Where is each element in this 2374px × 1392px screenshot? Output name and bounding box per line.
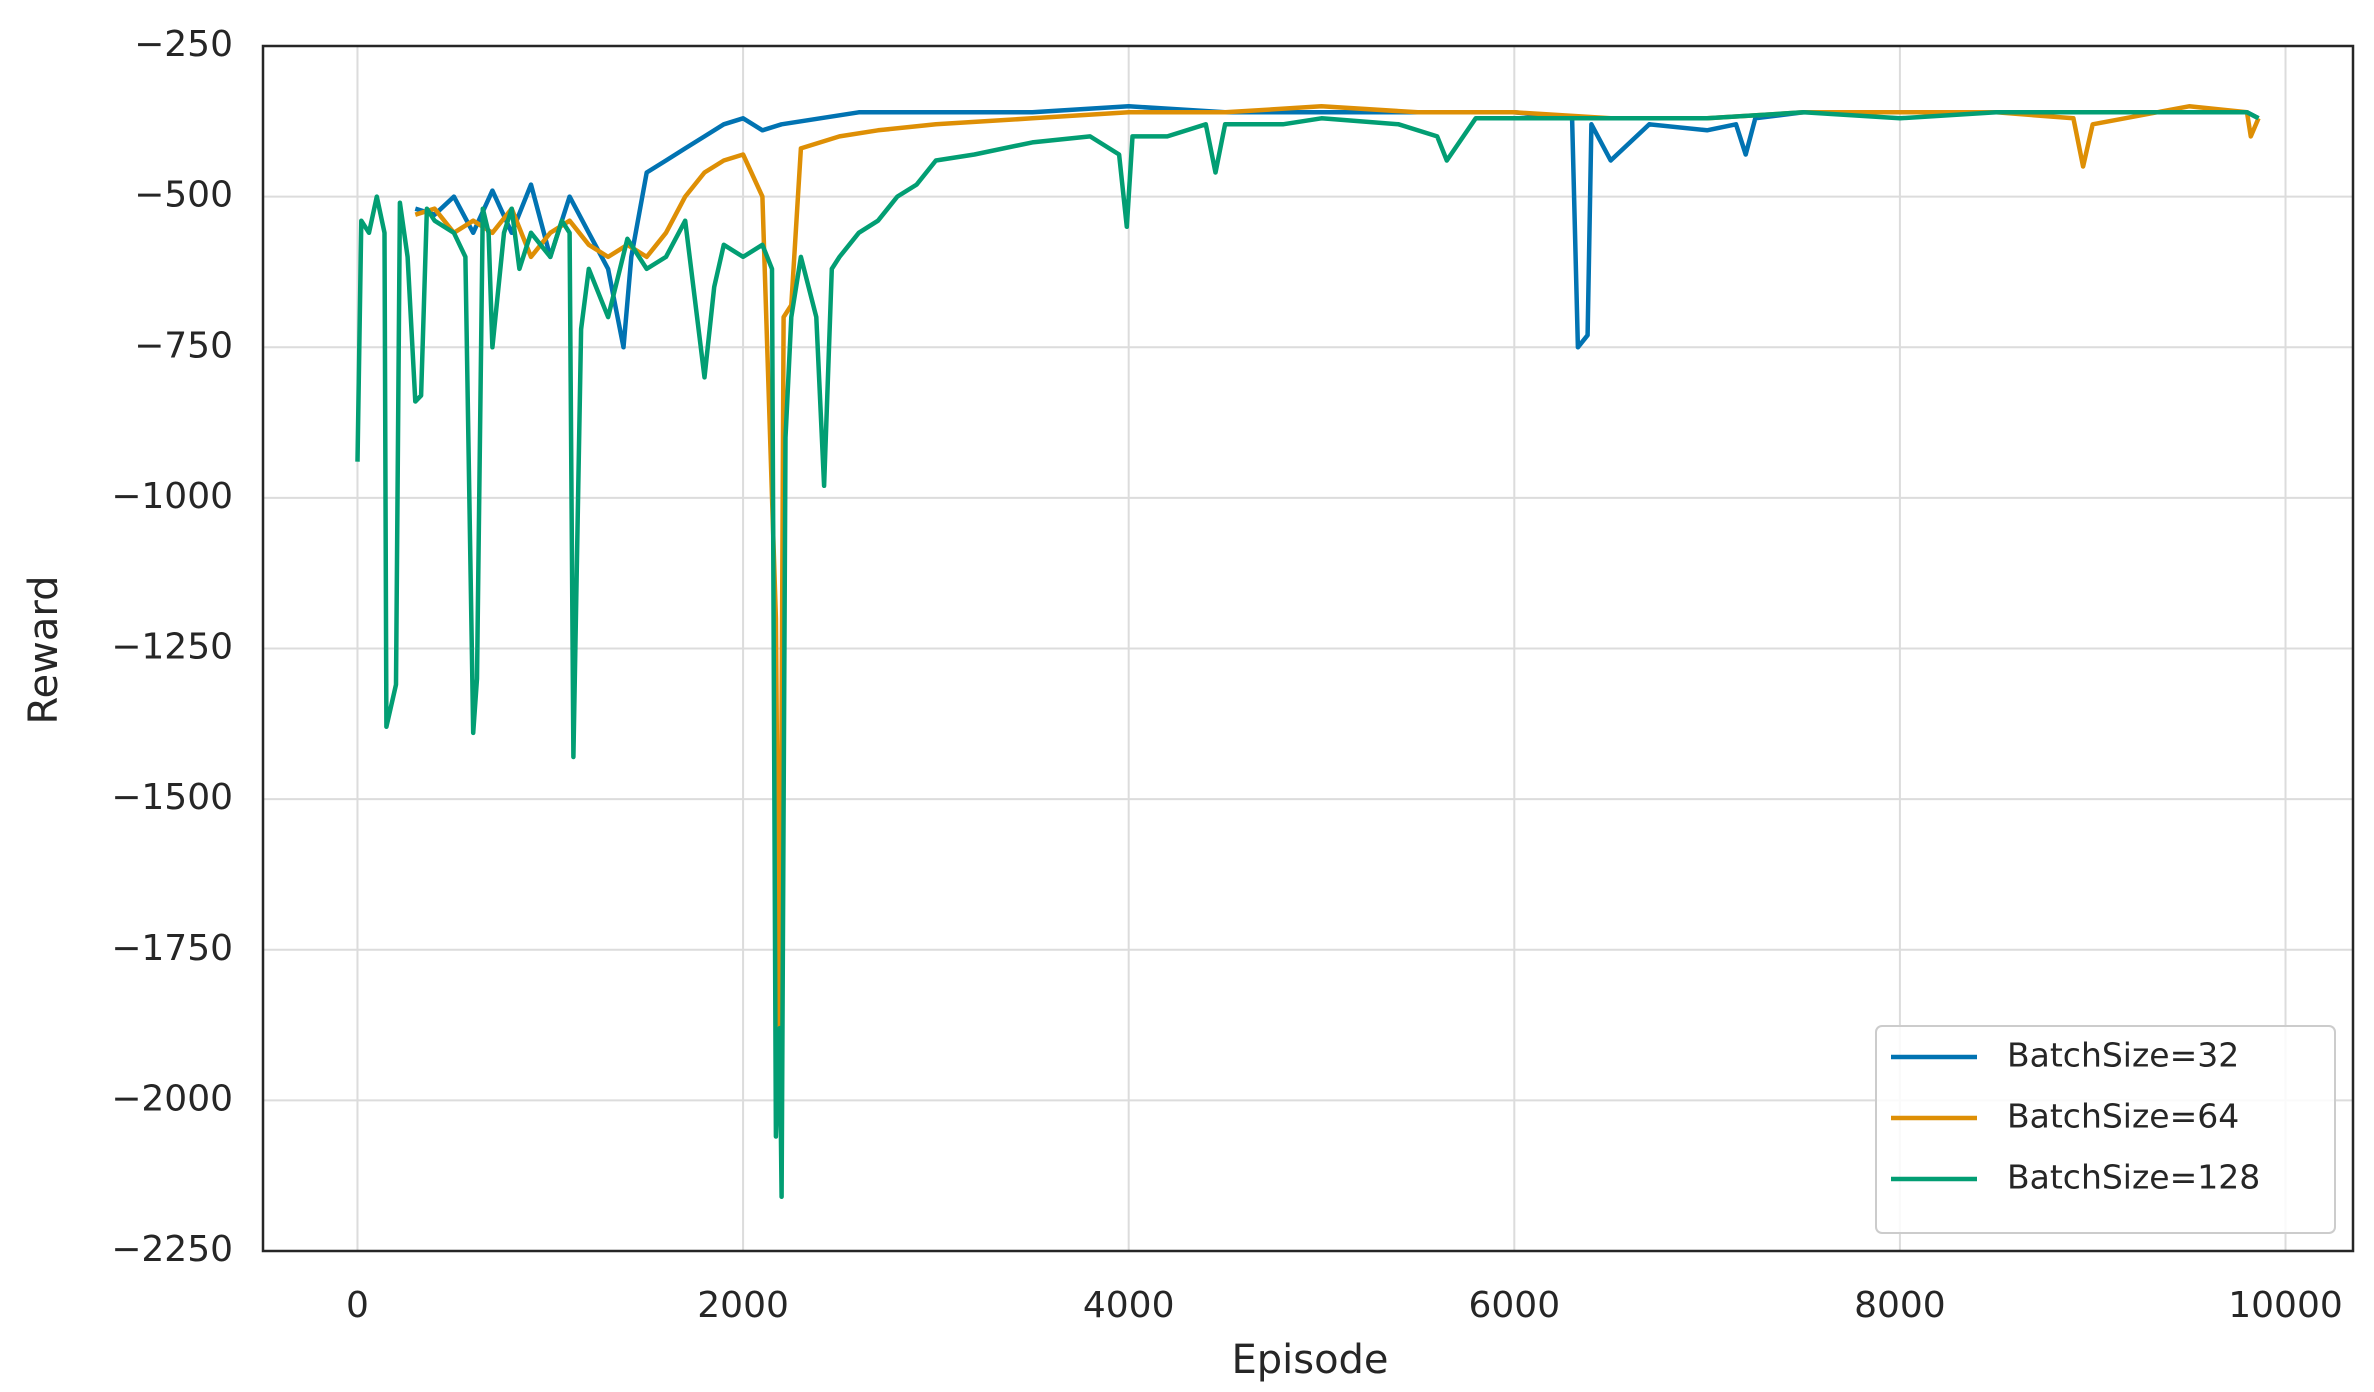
- x-tick-label: 10000: [2228, 1285, 2343, 1326]
- x-tick-label: 0: [346, 1285, 369, 1326]
- y-tick-label: −1250: [111, 627, 233, 668]
- y-axis-label: Reward: [21, 576, 67, 725]
- x-axis-label: Episode: [1231, 1337, 1388, 1383]
- legend-box: [1875, 1025, 2336, 1234]
- y-tick-label: −1750: [111, 928, 233, 969]
- y-tick-label: −2250: [111, 1229, 233, 1270]
- legend-label: BatchSize=128: [2007, 1158, 2260, 1197]
- series-line: [414, 104, 2261, 1103]
- x-tick-label: 2000: [697, 1285, 789, 1326]
- x-tick-label: 6000: [1468, 1285, 1560, 1326]
- legend-label: BatchSize=32: [2007, 1036, 2239, 1075]
- y-tick-label: −250: [134, 24, 233, 65]
- legend-label: BatchSize=64: [2007, 1097, 2239, 1136]
- series-line: [355, 110, 2260, 1200]
- x-tick-label: 4000: [1083, 1285, 1175, 1326]
- y-tick-label: −1000: [111, 476, 233, 517]
- y-tick-label: −750: [134, 325, 233, 366]
- y-tick-label: −1500: [111, 777, 233, 818]
- plot-frame: [261, 44, 2355, 1253]
- series-line: [414, 104, 2260, 350]
- legend: BatchSize=32 BatchSize=64 BatchSize=128: [1875, 1025, 2336, 1234]
- x-tick-label: 8000: [1854, 1285, 1946, 1326]
- y-tick-label: −500: [134, 175, 233, 216]
- y-tick-label: −2000: [111, 1078, 233, 1119]
